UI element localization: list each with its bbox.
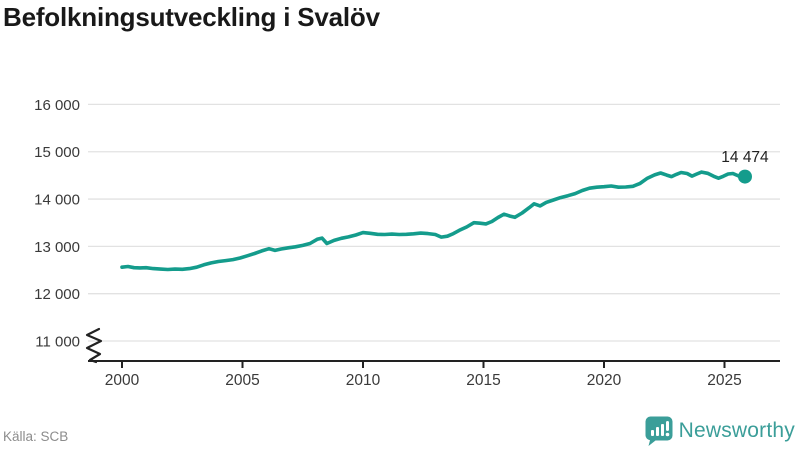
x-axis-tick-label: 2010 <box>346 372 381 389</box>
exclamation-dot <box>665 432 669 437</box>
bar-1 <box>650 430 654 436</box>
newsworthy-wordmark: Newsworthy <box>678 419 795 442</box>
latest-value-label: 14 474 <box>721 149 769 166</box>
x-axis-tick-label: 2020 <box>587 372 622 389</box>
population-series-line <box>120 170 747 272</box>
x-axis-tick-label: 2005 <box>225 372 259 389</box>
bar-3 <box>660 424 664 436</box>
source-label: Källa: SCB <box>3 429 69 444</box>
axis-break-icon <box>85 327 103 364</box>
y-axis-tick-label: 11 000 <box>35 334 80 351</box>
bar-2 <box>655 427 659 436</box>
newsworthy-bubble-icon <box>645 416 673 446</box>
y-axis-tick-label: 16 000 <box>34 97 80 114</box>
exclamation-bar <box>665 421 669 431</box>
series-end-dot <box>737 169 752 184</box>
y-axis-tick-label: 13 000 <box>34 239 80 256</box>
y-axis-tick-label: 12 000 <box>34 286 80 303</box>
y-axis-tick-label: 14 000 <box>34 192 80 209</box>
x-axis-tick-label: 2025 <box>707 372 741 389</box>
x-axis-tick-label: 2015 <box>466 372 500 389</box>
x-axis-tick-label: 2000 <box>105 372 140 389</box>
chart-title: Befolkningsutveckling i Svalöv <box>3 2 380 32</box>
newsworthy-logo[interactable]: Newsworthy <box>645 416 795 446</box>
y-axis-tick-label: 15 000 <box>34 144 80 161</box>
